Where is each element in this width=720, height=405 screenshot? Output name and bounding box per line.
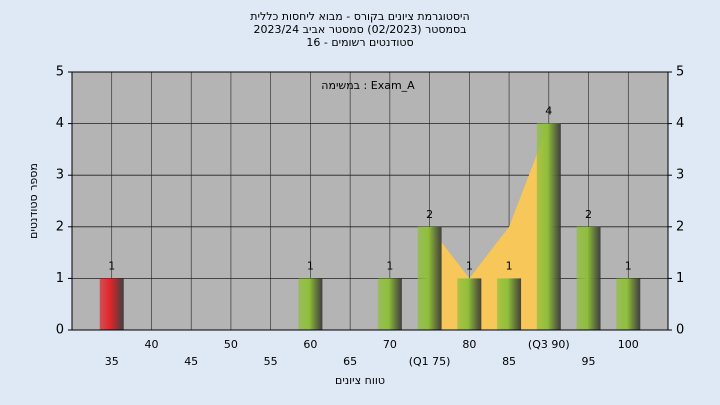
y2-tick-label: 3 <box>676 168 684 183</box>
bar <box>497 278 522 330</box>
annotation: במשימה : Exam_A <box>321 79 415 92</box>
value-label: 2 <box>426 208 433 221</box>
value-label: 1 <box>108 259 115 272</box>
plot-area <box>72 72 668 330</box>
bar <box>616 278 641 330</box>
y2-tick-label: 5 <box>676 65 684 80</box>
y-tick-label: 4 <box>56 116 64 131</box>
value-label: 1 <box>625 259 632 272</box>
value-label: 4 <box>545 105 552 118</box>
chart-subtitle: סטודנטים רשומים - 16 <box>306 36 413 49</box>
x-tick-label: 100 <box>618 338 639 351</box>
bar <box>457 278 482 330</box>
y2-tick-label: 0 <box>676 323 684 338</box>
x-tick-label: 35 <box>105 355 119 368</box>
x-tick-label: 60 <box>303 338 317 351</box>
bar <box>298 278 323 330</box>
y-tick-label: 0 <box>56 323 64 338</box>
bar <box>576 226 601 330</box>
y-tick-label: 2 <box>56 219 64 234</box>
value-label: 1 <box>307 259 314 272</box>
bar <box>377 278 402 330</box>
x-tick-label: 70 <box>383 338 397 351</box>
x-tick-label: 85 <box>502 355 516 368</box>
x-tick-label: 65 <box>343 355 357 368</box>
x-tick-label: 45 <box>184 355 198 368</box>
value-label: 1 <box>506 259 513 272</box>
value-label: 1 <box>386 259 393 272</box>
y-axis-label: מספר סטודנטים <box>27 163 40 239</box>
x-tick-label: (Q1 75) <box>409 355 451 368</box>
bar <box>417 226 442 330</box>
chart-title: היסטוגרמת ציונים בקורס - מבוא ליחסות כלל… <box>250 10 469 23</box>
value-label: 1 <box>466 259 473 272</box>
x-tick-label: (Q3 90) <box>528 338 570 351</box>
y-tick-label: 5 <box>56 65 64 80</box>
y2-tick-label: 1 <box>676 271 684 286</box>
x-tick-label: 95 <box>582 355 596 368</box>
bar <box>99 278 124 330</box>
chart-subtitle: בסמסטר (02/2023) סמסטר אביב 2023/24 <box>253 23 466 36</box>
x-tick-label: 80 <box>462 338 476 351</box>
y2-tick-label: 4 <box>676 116 684 131</box>
value-label: 2 <box>585 208 592 221</box>
y2-tick-label: 2 <box>676 219 684 234</box>
x-tick-label: 55 <box>264 355 278 368</box>
y-tick-label: 3 <box>56 168 64 183</box>
plot-border <box>71 71 669 331</box>
x-axis-label: טווח ציונים <box>335 374 385 387</box>
bar <box>536 123 561 330</box>
y-tick-label: 1 <box>56 271 64 286</box>
x-tick-label: 40 <box>144 338 158 351</box>
x-tick-label: 50 <box>224 338 238 351</box>
